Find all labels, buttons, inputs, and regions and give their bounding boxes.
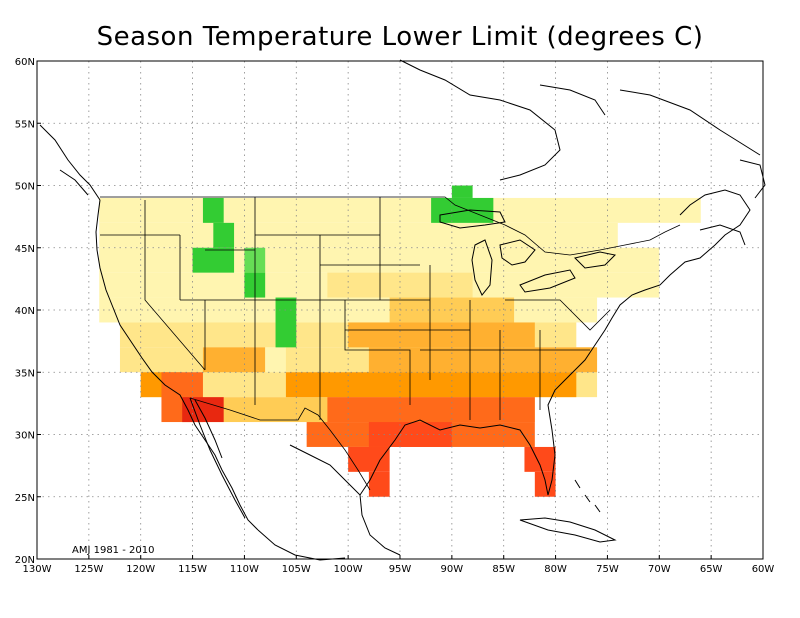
north-coastline: [399, 59, 761, 181]
x-tick-label: 120W: [126, 564, 155, 575]
y-tick-label: 30N: [15, 431, 35, 442]
map-title: Season Temperature Lower Limit (degrees …: [96, 22, 704, 52]
gulf-coastline: [289, 189, 751, 496]
y-axis-ticks: 20N 25N 30N 35N 40N 45N 50N 55N 60N: [15, 57, 41, 566]
temperature-cell: [275, 297, 297, 348]
x-tick-label: 70W: [648, 564, 671, 575]
x-tick-label: 90W: [441, 564, 464, 575]
x-tick-label: 105W: [282, 564, 311, 575]
y-tick-label: 45N: [15, 244, 35, 255]
x-tick-label: 100W: [334, 564, 363, 575]
temperature-cell: [202, 197, 224, 223]
baja-coastline: [189, 397, 246, 519]
y-tick-label: 40N: [15, 306, 35, 317]
x-tick-label: 85W: [492, 564, 515, 575]
temperature-cell: [368, 422, 452, 447]
y-tick-label: 60N: [15, 57, 35, 68]
great-lakes: [439, 209, 617, 296]
us-canada-border: [100, 196, 681, 256]
y-tick-label: 35N: [15, 368, 35, 379]
temperature-cell: [99, 247, 660, 273]
x-tick-label: 130W: [23, 564, 52, 575]
x-tick-label: 115W: [178, 564, 207, 575]
lat-lon-grid: [37, 61, 763, 559]
temperature-cells: [99, 185, 701, 497]
maritimes-coastline: [699, 159, 766, 246]
temperature-cell: [524, 446, 556, 472]
temperature-cell: [368, 347, 598, 373]
political-borders: [100, 196, 681, 491]
y-tick-label: 25N: [15, 493, 35, 504]
temperature-cell: [265, 347, 286, 373]
temperature-cell: [368, 471, 390, 497]
temperature-cell: [348, 322, 535, 348]
x-tick-label: 75W: [596, 564, 619, 575]
x-tick-label: 95W: [389, 564, 412, 575]
temperature-cell: [182, 397, 224, 423]
state-borders: [100, 197, 611, 420]
x-tick-label: 80W: [544, 564, 567, 575]
x-tick-label: 125W: [74, 564, 103, 575]
season-label: AMJ 1981 - 2010: [72, 545, 154, 556]
temperature-cell: [182, 322, 245, 348]
y-tick-label: 55N: [15, 119, 35, 130]
canada-west-coastline: [39, 124, 101, 201]
temperature-cell: [285, 372, 577, 398]
temperature-cell: [348, 446, 390, 472]
x-axis-ticks: 130W 125W 120W 115W 110W 105W 100W 95W 90W 85W 80W…: [23, 555, 775, 575]
x-tick-label: 65W: [700, 564, 723, 575]
cuba-coastline: [519, 517, 617, 543]
temperature-cell: [451, 185, 473, 198]
us-mexico-border: [189, 397, 371, 491]
x-tick-label: 60W: [752, 564, 775, 575]
temperature-cell: [202, 347, 266, 373]
temperature-cell: [327, 397, 535, 423]
y-tick-label: 20N: [15, 555, 35, 566]
x-tick-label: 110W: [230, 564, 259, 575]
bahamas-coastline: [574, 479, 601, 513]
y-tick-label: 50N: [15, 182, 35, 193]
west-coastline: [95, 199, 259, 531]
temperature-cell: [192, 247, 235, 273]
temperature-cell: [534, 471, 556, 497]
temperature-cell: [213, 222, 235, 248]
mexico-coastline: [257, 494, 401, 561]
